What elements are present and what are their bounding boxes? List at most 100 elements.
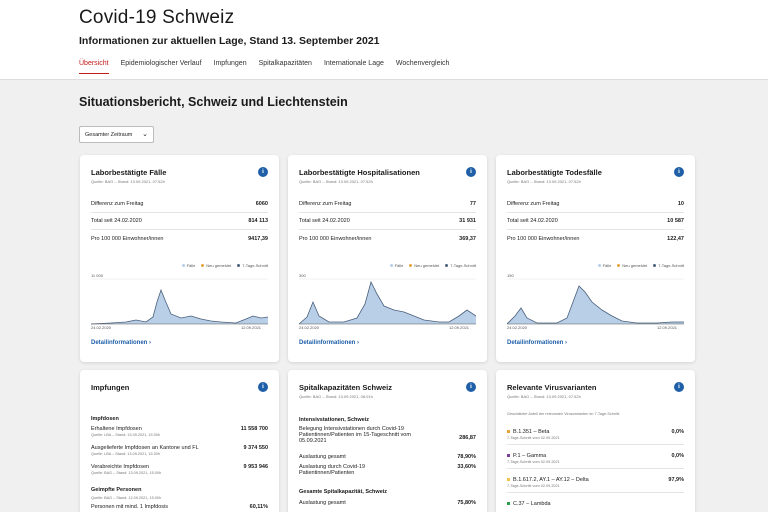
card-source: Quelle: BAG – Stand: 13.09.2021, 07.52h [507, 394, 581, 399]
variant-row: P.1 – Gamma 7-Tage-Schnitt vom 02.09.2021… [507, 453, 684, 469]
stat-row: Total seit 24.02.2020 814 113 [91, 218, 268, 230]
legend-item: Neu gemeldet [201, 263, 231, 268]
legend-item: 7-Tage-Schnitt [237, 263, 268, 268]
group-heading: Impfdosen [91, 416, 119, 422]
chart-legend: Fälle Neu gemeldet 7-Tage-Schnitt [389, 263, 476, 268]
legend-swatch [507, 502, 510, 506]
variant-row: C.37 – Lambda [507, 501, 684, 511]
stat-row: Pro 100 000 Einwohner/innen 122,47 [507, 236, 684, 247]
chevron-down-icon: ⌄ [142, 131, 148, 138]
stat-row: Pro 100 000 Einwohner/innen 369,37 [299, 236, 476, 247]
info-icon[interactable]: i [674, 382, 684, 392]
legend-item: 7-Tage-Schnitt [445, 263, 476, 268]
page-title: Covid-19 Schweiz [79, 7, 235, 28]
variants-note: Geschätzter Anteil der relevanten Virusv… [507, 412, 621, 416]
data-row: Ausgelieferte Impfdosen an Kantone und F… [91, 445, 268, 456]
tab-impfungen[interactable]: Impfungen [213, 60, 247, 67]
stat-value: 10 587 [667, 218, 684, 224]
chart-legend: Fälle Neu gemeldet 7-Tage-Schnitt [181, 263, 268, 268]
data-row: Auslastung gesamt 75,80% [299, 500, 476, 506]
cases-chart: 11 000 24.02.2020 12.09.2021 [91, 273, 268, 330]
data-row: Personen mit mind. 1 Impfdosis 60,11% [91, 504, 268, 510]
stat-row: Total seit 24.02.2020 31 931 [299, 218, 476, 230]
card-source: Quelle: BAG – Stand: 13.09.2021, 07.52h [91, 179, 165, 184]
info-icon[interactable]: i [258, 167, 268, 177]
x-tick-label: 24.02.2020 [91, 325, 112, 330]
group-heading: Geimpfte Personen [91, 487, 142, 493]
legend-swatch [507, 478, 510, 482]
tab-epidemiologischer-verlauf[interactable]: Epidemiologischer Verlauf [120, 60, 202, 67]
stat-value: 6060 [255, 201, 268, 207]
card-vaccinations: Impfungen i Impfdosen Erhaltene Impfdose… [80, 370, 279, 512]
tab-spitalkapazitaeten[interactable]: Spitalkapazitäten [258, 60, 312, 67]
info-icon[interactable]: i [258, 382, 268, 392]
stat-row: Differenz zum Freitag 6060 [91, 201, 268, 213]
legend-item: Fälle [181, 263, 195, 268]
hospitalisations-chart: 300 24.02.2020 12.09.2021 [299, 273, 476, 330]
tab-bar: Übersicht Epidemiologischer Verlauf Impf… [79, 60, 461, 74]
stat-label: Differenz zum Freitag [299, 201, 352, 207]
legend-item: Fälle [389, 263, 403, 268]
stat-label: Total seit 24.02.2020 [91, 218, 142, 224]
x-tick-label: 12.09.2021 [449, 325, 470, 330]
y-tick-label: 150 [507, 273, 514, 278]
x-tick-label: 12.09.2021 [241, 325, 262, 330]
data-row: Auslastung durch Covid-19 Patientinnen/P… [299, 464, 476, 476]
stat-value: 77 [469, 201, 476, 207]
card-hospital-capacity: Spitalkapazitäten Schweiz Quelle: BAG – … [288, 370, 487, 512]
card-virus-variants: Relevante Virusvarianten Quelle: BAG – S… [496, 370, 695, 512]
data-row: Verabreichte Impfdosen Quelle: BAG – Stan… [91, 464, 268, 475]
tab-internationale-lage[interactable]: Internationale Lage [323, 60, 384, 67]
variant-row: B.1.617.2, AY.1 – AY.12 – Delta 7-Tage-Sc… [507, 477, 684, 493]
info-icon[interactable]: i [466, 382, 476, 392]
card-title: Relevante Virusvarianten [507, 383, 597, 392]
stat-row: Total seit 24.02.2020 10 587 [507, 218, 684, 230]
legend-item: 7-Tage-Schnitt [653, 263, 684, 268]
stat-value: 31 931 [459, 218, 476, 224]
detail-link[interactable]: Detailinformationen › [507, 340, 568, 346]
data-row: Auslastung gesamt 78,90% [299, 454, 476, 460]
group-heading: Gesamte Spitalkapazität, Schweiz [299, 489, 388, 495]
stat-value: 369,37 [459, 236, 476, 242]
card-source: Quelle: BAG – Stand: 13.09.2021, 07.52h [299, 179, 373, 184]
section-title: Situationsbericht, Schweiz und Liechtens… [79, 95, 348, 109]
legend-swatch [507, 430, 510, 434]
info-icon[interactable]: i [466, 167, 476, 177]
stat-row: Differenz zum Freitag 77 [299, 201, 476, 213]
group-source: Quelle: BAG – Stand: 12.09.2021, 15.00h [91, 496, 162, 500]
chart-legend: Fälle Neu gemeldet 7-Tage-Schnitt [597, 263, 684, 268]
card-source: Quelle: BAG – Stand: 13.09.2021, 07.52h [507, 179, 581, 184]
detail-link[interactable]: Detailinformationen › [299, 340, 360, 346]
stat-label: Total seit 24.02.2020 [299, 218, 350, 224]
stat-value: 10 [677, 201, 684, 207]
group-heading: Intensivstationen, Schweiz [299, 417, 369, 423]
card-deaths: Laborbestätigte Todesfälle Quelle: BAG –… [496, 155, 695, 362]
data-row: Erhaltene Impfdosen Quelle: LBA – Stand: … [91, 426, 268, 437]
stat-label: Pro 100 000 Einwohner/innen [299, 236, 372, 242]
page-subtitle: Informationen zur aktuellen Lage, Stand … [79, 35, 380, 47]
card-title: Impfungen [91, 383, 130, 392]
tab-uebersicht[interactable]: Übersicht [79, 60, 109, 74]
deaths-chart: 150 24.02.2020 12.09.2021 [507, 273, 684, 330]
variant-row: B.1.351 – Beta 7-Tage-Schnitt vom 02.09.2… [507, 429, 684, 445]
stat-label: Differenz zum Freitag [91, 201, 144, 207]
stat-row: Differenz zum Freitag 10 [507, 201, 684, 213]
x-tick-label: 12.09.2021 [657, 325, 678, 330]
card-title: Laborbestätigte Todesfälle [507, 168, 602, 177]
x-tick-label: 24.02.2020 [299, 325, 320, 330]
time-range-select[interactable]: Gesamter Zeitraum ⌄ [79, 126, 154, 143]
legend-item: Neu gemeldet [409, 263, 439, 268]
y-tick-label: 300 [299, 273, 306, 278]
card-title: Spitalkapazitäten Schweiz [299, 383, 392, 392]
card-cases: Laborbestätigte Fälle Quelle: BAG – Stan… [80, 155, 279, 362]
info-icon[interactable]: i [674, 167, 684, 177]
stat-value: 9417,39 [248, 236, 268, 242]
y-tick-label: 11 000 [91, 273, 104, 278]
stat-label: Total seit 24.02.2020 [507, 218, 558, 224]
stat-label: Pro 100 000 Einwohner/innen [91, 236, 164, 242]
data-row: Belegung Intensivstationen durch Covid-1… [299, 426, 476, 444]
x-tick-label: 24.02.2020 [507, 325, 528, 330]
detail-link[interactable]: Detailinformationen › [91, 340, 152, 346]
tab-wochenvergleich[interactable]: Wochenvergleich [395, 60, 450, 67]
stat-label: Pro 100 000 Einwohner/innen [507, 236, 580, 242]
